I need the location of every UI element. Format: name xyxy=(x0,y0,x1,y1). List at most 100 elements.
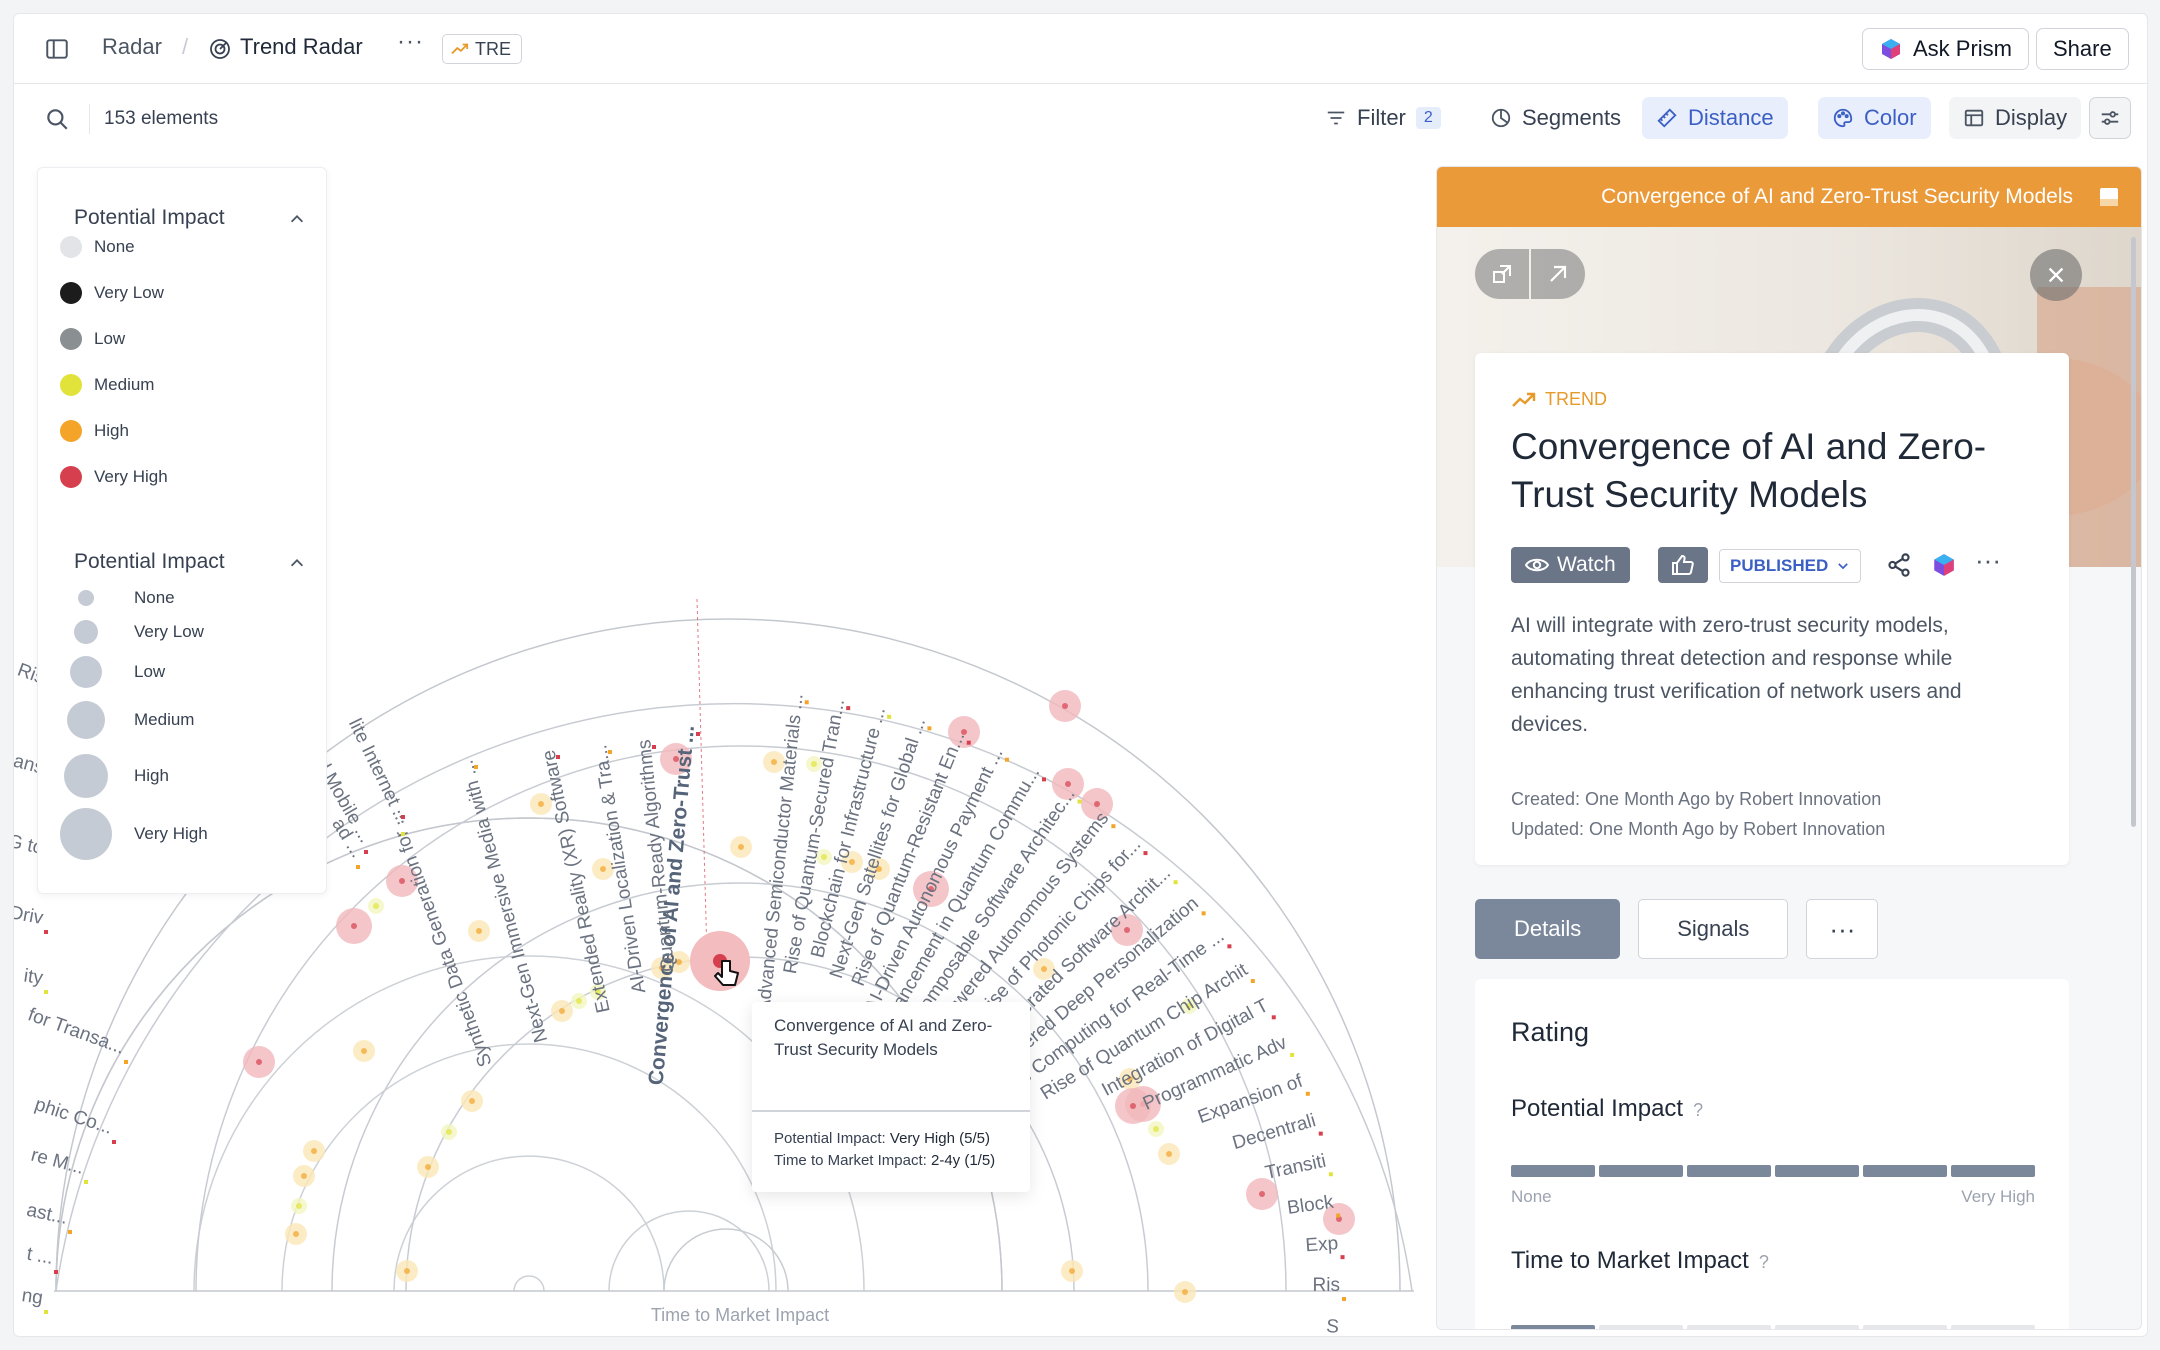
legend-color-item[interactable]: Low xyxy=(60,328,125,350)
color-button[interactable]: Color xyxy=(1818,97,1931,139)
legend-size-item[interactable]: Very Low xyxy=(38,620,204,644)
watch-button[interactable]: Watch xyxy=(1511,547,1630,583)
help-icon[interactable]: ? xyxy=(1693,1100,1704,1120)
more-options-icon[interactable]: ··· xyxy=(397,28,424,55)
radar-dot[interactable] xyxy=(849,859,855,865)
expand-button[interactable] xyxy=(1475,249,1529,299)
close-panel-button[interactable] xyxy=(2030,249,2082,301)
radar-dot[interactable] xyxy=(538,801,544,807)
radar-trend-label[interactable]: t ... xyxy=(25,1244,55,1269)
radar-dot[interactable] xyxy=(1062,703,1068,709)
radar-trend-label[interactable]: Exp xyxy=(1305,1233,1339,1256)
radar-dot[interactable] xyxy=(1182,1289,1188,1295)
legend-color-item[interactable]: Very High xyxy=(60,466,168,488)
radar-dot[interactable] xyxy=(576,998,582,1004)
tab-signals[interactable]: Signals xyxy=(1638,899,1789,959)
segments-button[interactable]: Segments xyxy=(1476,97,1635,139)
legend-size-item[interactable]: Low xyxy=(38,656,165,688)
radar-dot[interactable] xyxy=(600,866,606,872)
breadcrumb-radar[interactable]: Radar xyxy=(102,34,162,59)
radar-trend-label[interactable]: S xyxy=(1326,1316,1340,1337)
radar-trend-label[interactable]: ast... xyxy=(25,1200,70,1229)
radar-dot[interactable] xyxy=(351,923,357,929)
radar-dot[interactable] xyxy=(961,729,967,735)
radar-dot[interactable] xyxy=(361,1048,367,1054)
legend-color-item[interactable]: High xyxy=(60,420,129,442)
tab-details[interactable]: Details xyxy=(1475,899,1621,959)
radar-trend-label[interactable]: for Transa... xyxy=(25,1004,127,1058)
radar-dot[interactable] xyxy=(476,928,482,934)
radar-dot[interactable] xyxy=(1127,1076,1133,1082)
radar-dot[interactable] xyxy=(1065,781,1071,787)
radar-trend-label[interactable]: ity xyxy=(22,966,44,990)
radar-dot[interactable] xyxy=(404,1268,410,1274)
radar-dot[interactable] xyxy=(1094,801,1100,807)
radar-dot[interactable] xyxy=(1153,1126,1159,1132)
radar-dot[interactable] xyxy=(928,886,934,892)
distance-button[interactable]: Distance xyxy=(1642,97,1788,139)
radar-dot[interactable] xyxy=(1124,927,1130,933)
radar-dot[interactable] xyxy=(1130,1103,1136,1109)
display-button[interactable]: Display xyxy=(1949,97,2082,139)
radar-dot[interactable] xyxy=(1336,1216,1342,1222)
radar-trend-label[interactable]: Transiti xyxy=(1263,1151,1328,1184)
radar-dot[interactable] xyxy=(559,1008,565,1014)
chevron-up-icon[interactable] xyxy=(288,210,306,228)
radar-dot[interactable] xyxy=(676,959,682,965)
radar-dot[interactable] xyxy=(771,759,777,765)
radar-dot[interactable] xyxy=(595,989,601,995)
panel-scrollbar[interactable] xyxy=(2131,237,2136,827)
radar-dot[interactable] xyxy=(469,1098,475,1104)
radar-dot[interactable] xyxy=(311,1148,317,1154)
legend-size-item[interactable]: High xyxy=(38,754,169,798)
radar-dot[interactable] xyxy=(1186,1003,1192,1009)
radar-dot[interactable] xyxy=(738,844,744,850)
legend-size-item[interactable]: None xyxy=(38,588,175,608)
radar-dot[interactable] xyxy=(673,756,679,762)
minimize-icon[interactable] xyxy=(2097,185,2121,209)
trend-badge[interactable]: TRE xyxy=(442,34,522,64)
search-icon[interactable] xyxy=(44,106,70,132)
radar-trend-label[interactable]: phic Co... xyxy=(32,1094,115,1139)
radar-dot[interactable] xyxy=(425,1164,431,1170)
radar-dot[interactable] xyxy=(446,1129,452,1135)
open-external-button[interactable] xyxy=(1531,249,1585,299)
ttm-bar[interactable] xyxy=(1511,1325,2035,1329)
radar-trend-label[interactable]: Driv xyxy=(14,902,45,929)
legend-size-item[interactable]: Medium xyxy=(38,701,194,739)
radar-dot[interactable] xyxy=(296,1203,302,1209)
status-dropdown[interactable]: PUBLISHED xyxy=(1719,549,1862,583)
help-icon[interactable]: ? xyxy=(1758,1252,1769,1272)
chevron-up-icon[interactable] xyxy=(288,554,306,572)
radar-dot[interactable] xyxy=(1259,1191,1265,1197)
legend-color-item[interactable]: Very Low xyxy=(60,282,164,304)
radar-dot[interactable] xyxy=(811,761,817,767)
radar-trend-label[interactable]: Decentrali xyxy=(1230,1110,1318,1154)
radar-dot[interactable] xyxy=(373,903,379,909)
radar-trend-label[interactable]: ng xyxy=(20,1285,44,1309)
radar-trend-label[interactable]: Ris xyxy=(1313,1275,1340,1296)
like-button[interactable] xyxy=(1658,547,1708,583)
radar-dot[interactable] xyxy=(821,854,827,860)
radar-dot[interactable] xyxy=(1041,966,1047,972)
legend-color-item[interactable]: Medium xyxy=(60,374,154,396)
legend-size-item[interactable]: Very High xyxy=(38,808,208,860)
more-options-icon[interactable]: ··· xyxy=(1975,545,2001,575)
radar-dot[interactable] xyxy=(659,965,665,971)
breadcrumb-trend-radar[interactable]: Trend Radar xyxy=(240,34,363,59)
prism-logo-icon[interactable] xyxy=(1931,552,1957,578)
radar-dot[interactable] xyxy=(301,1173,307,1179)
potential-impact-bar[interactable] xyxy=(1511,1165,2035,1177)
filter-button[interactable]: Filter 2 xyxy=(1311,97,1455,139)
radar-dot[interactable] xyxy=(256,1059,262,1065)
view-settings-button[interactable] xyxy=(2089,97,2131,139)
tab-more-button[interactable]: ··· xyxy=(1806,899,1879,959)
legend-color-item[interactable]: None xyxy=(60,236,135,258)
radar-dot[interactable] xyxy=(1166,1151,1172,1157)
ask-prism-button[interactable]: Ask Prism xyxy=(1862,28,2029,70)
share-button[interactable]: Share xyxy=(2036,28,2129,70)
radar-dot[interactable] xyxy=(293,1231,299,1237)
share-icon[interactable] xyxy=(1886,552,1912,578)
sidebar-toggle-icon[interactable] xyxy=(44,36,70,62)
radar-dot[interactable] xyxy=(399,878,405,884)
